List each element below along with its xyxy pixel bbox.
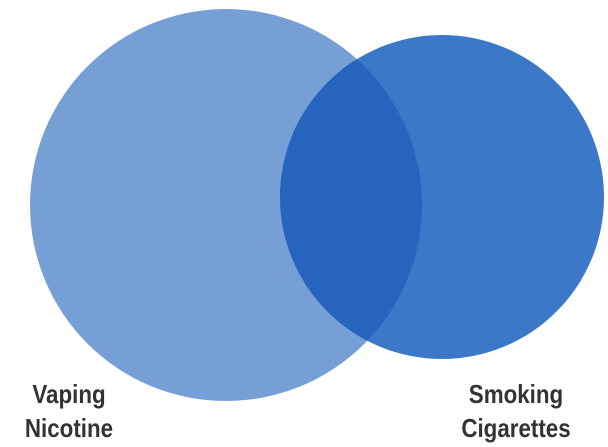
set-label-line: Vaping [32,379,106,409]
set-overlap-region [280,35,422,359]
set-label-line: Cigarettes [461,413,571,443]
set-label-vaping-nicotine: Vaping Nicotine [10,377,129,445]
set-label-line: Nicotine [24,413,114,443]
set-label-smoking-cigarettes: Smoking Cigarettes [455,377,577,445]
set-label-line: Smoking [468,379,564,409]
